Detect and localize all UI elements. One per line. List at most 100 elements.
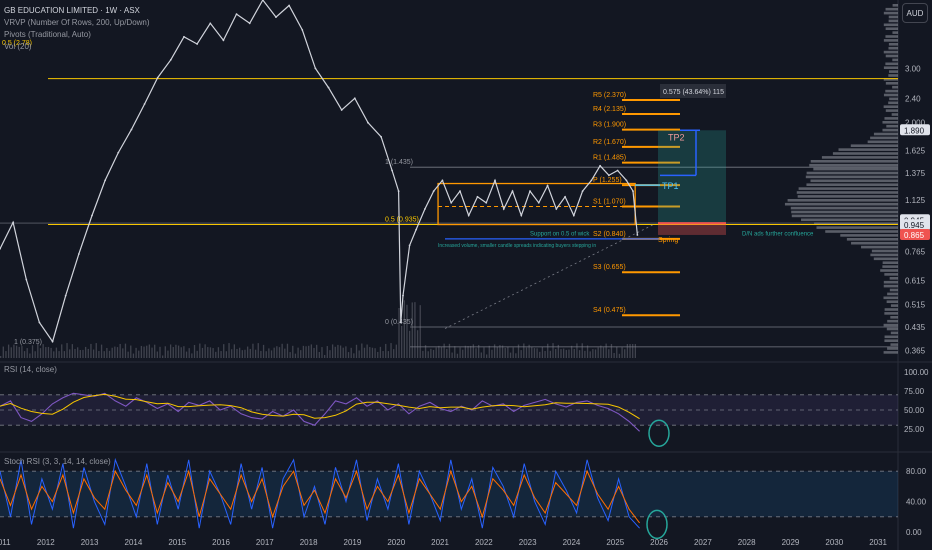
profile-row — [888, 19, 898, 23]
volume-bar — [180, 347, 182, 358]
time-tick-label: 2026 — [650, 538, 668, 547]
volume-bar — [326, 346, 328, 358]
profile-row — [810, 160, 898, 163]
profile-row — [814, 222, 898, 225]
profile-row — [883, 11, 898, 15]
volume-bar — [555, 349, 557, 358]
volume-bar — [265, 351, 267, 358]
price-tick-label: 0.615 — [905, 277, 926, 286]
volume-bar — [427, 351, 429, 358]
volume-bar — [629, 344, 631, 358]
volume-bar — [45, 347, 47, 358]
volume-bar — [624, 349, 626, 358]
volume-bar — [318, 351, 320, 358]
time-tick-label: 2014 — [125, 538, 143, 547]
volume-bar — [132, 353, 135, 358]
volume-bar — [462, 349, 464, 358]
price-point — [511, 190, 514, 193]
price-point — [494, 179, 496, 182]
volume-bar — [302, 345, 305, 358]
volume-bar — [278, 347, 281, 358]
volume-bar — [135, 347, 137, 358]
price-line — [0, 0, 638, 343]
price-point — [632, 190, 634, 193]
volume-bar — [531, 347, 533, 358]
profile-row — [885, 7, 898, 11]
profile-row — [892, 58, 898, 62]
profile-row — [870, 136, 898, 140]
price-point — [64, 294, 67, 297]
volume-bar — [485, 354, 488, 358]
profile-row — [850, 144, 898, 147]
price-point — [555, 208, 558, 210]
fib-level-label: 1 (1.435) — [385, 159, 413, 166]
price-badge — [900, 228, 930, 240]
price-point — [288, 4, 291, 7]
volume-bar — [50, 347, 52, 358]
volume-bar — [605, 343, 607, 358]
pivot-label: R1 (1.485) — [593, 155, 626, 162]
volume-bar — [401, 325, 403, 358]
volume-bar — [523, 343, 525, 358]
profile-row — [809, 163, 898, 167]
time-tick-label: 2028 — [738, 538, 756, 547]
volume-bar — [300, 350, 302, 358]
price-point — [235, 13, 238, 16]
volume-bar — [374, 348, 376, 358]
volume-bar — [533, 348, 536, 358]
volume-bar — [334, 346, 336, 358]
volume-bar — [337, 344, 339, 358]
volume-bar — [552, 343, 554, 358]
price-tick-label: 1.125 — [905, 196, 926, 205]
volume-indicator-label[interactable]: Vol (20) — [4, 42, 32, 51]
volume-bar — [2, 346, 4, 358]
volume-bar — [223, 344, 225, 358]
price-point — [537, 201, 540, 204]
currency-button[interactable]: AUD — [902, 3, 928, 23]
profile-row — [883, 284, 898, 288]
volume-bar — [483, 347, 485, 358]
price-point — [301, 28, 304, 31]
price-point — [625, 179, 628, 182]
volume-bar — [321, 347, 323, 358]
volume-bar — [576, 343, 578, 358]
volume-bar — [84, 346, 87, 358]
profit-zone — [658, 130, 726, 224]
profile-row — [883, 78, 898, 81]
volume-bar — [193, 345, 196, 358]
volume-bar — [387, 351, 390, 358]
pivots-indicator-label[interactable]: Pivots (Traditional, Auto) — [4, 30, 91, 39]
time-tick-label: 2031 — [869, 538, 887, 547]
price-point — [12, 221, 15, 224]
volume-bar — [18, 346, 20, 358]
profile-row — [832, 152, 898, 155]
volume-bar — [308, 345, 310, 358]
volume-bar — [329, 350, 331, 358]
price-point — [314, 67, 317, 70]
pivot-label: R4 (2.135) — [593, 106, 626, 113]
volume-bar — [419, 305, 421, 358]
volume-bar — [286, 343, 289, 358]
profile-row — [796, 191, 898, 194]
volume-bar — [92, 349, 95, 358]
profile-row — [888, 46, 898, 50]
volume-bar — [154, 344, 156, 358]
vrvp-indicator-label[interactable]: VRVP (Number Of Rows, 200, Up/Down) — [4, 18, 150, 27]
price-point — [572, 214, 575, 217]
volume-bar — [161, 355, 164, 358]
pivot-label: R5 (2.370) — [593, 92, 626, 99]
profile-row — [888, 43, 898, 46]
volume-bar — [204, 344, 206, 358]
profile-row — [840, 234, 898, 237]
price-point — [415, 228, 418, 231]
volume-bar — [167, 350, 169, 358]
volume-bar — [610, 343, 613, 358]
price-point — [408, 244, 411, 247]
profile-row — [882, 128, 898, 132]
profile-row — [884, 117, 898, 120]
price-point — [261, 0, 264, 1]
price-point — [441, 179, 444, 182]
volume-bar — [414, 302, 416, 358]
price-point — [209, 22, 212, 25]
